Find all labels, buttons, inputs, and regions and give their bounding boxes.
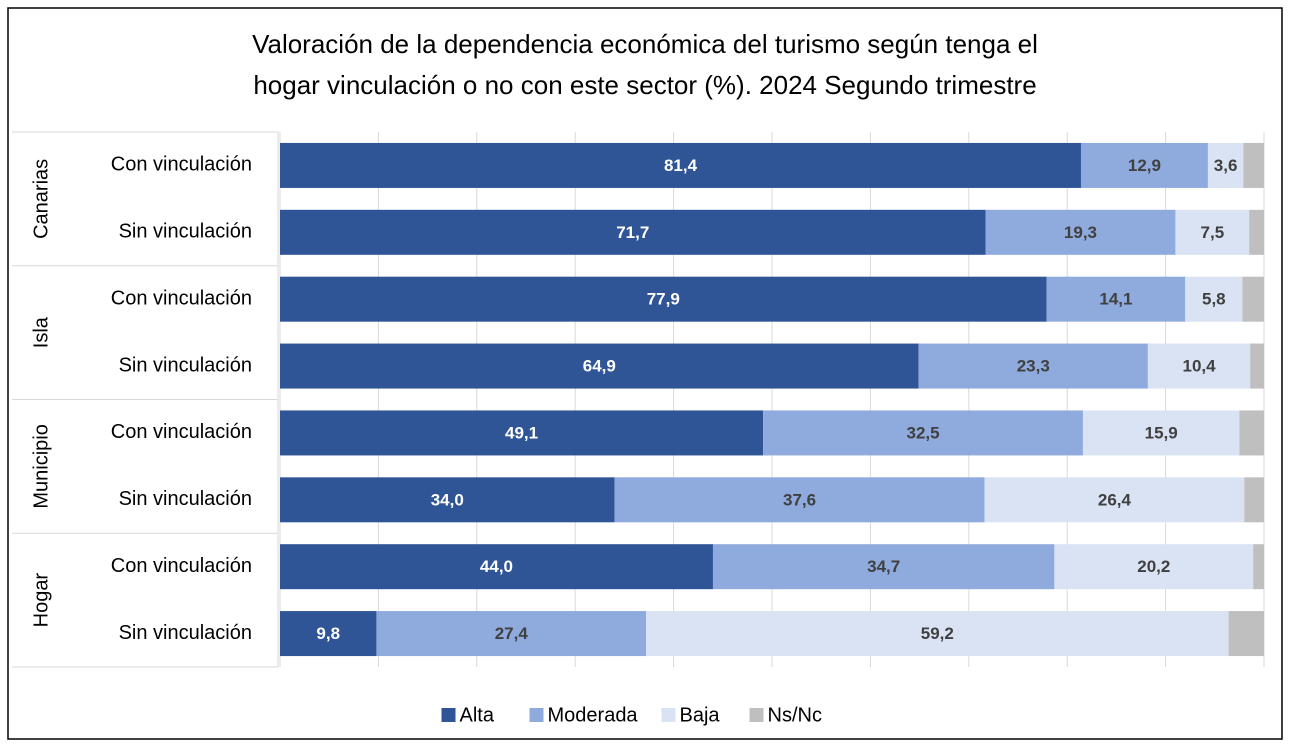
data-label: 15,9 [1145, 423, 1178, 442]
data-label: 26,4 [1098, 490, 1132, 509]
bar-segment [280, 209, 986, 255]
bar-segment [280, 410, 764, 456]
bar-segment [1054, 544, 1254, 590]
group-label: Municipio [30, 424, 52, 508]
data-label: 64,9 [583, 357, 616, 376]
y-tick-label: Con vinculación [111, 287, 252, 309]
y-tick-label: Con vinculación [111, 154, 252, 176]
bar-segment [1147, 343, 1251, 389]
chart-title: hogar vinculación o no con este sector (… [253, 70, 1036, 100]
bar-segment [1243, 142, 1264, 188]
y-tick-label: Sin vinculación [119, 221, 252, 243]
bar-segment [280, 611, 377, 657]
legend-swatch [529, 708, 544, 722]
chart-title: Valoración de la dependencia económica d… [252, 29, 1038, 59]
data-label: 19,3 [1064, 223, 1097, 242]
data-label: 37,6 [783, 490, 816, 509]
legend-label: Moderada [548, 704, 639, 726]
bar-segment [763, 410, 1083, 456]
data-label: 5,8 [1202, 290, 1226, 309]
data-label: 10,4 [1183, 357, 1217, 376]
bar-segment [1228, 611, 1264, 657]
bar-segment [712, 544, 1055, 590]
bar-segment [1250, 343, 1264, 389]
data-label: 59,2 [921, 624, 954, 643]
bar-segment [1253, 544, 1264, 590]
bar-segment [985, 209, 1176, 255]
bar-segment [280, 477, 615, 523]
data-label: 44,0 [480, 557, 513, 576]
y-tick-label: Sin vinculación [119, 488, 252, 510]
legend-swatch [749, 708, 764, 722]
bar-segment [1082, 410, 1240, 456]
bar-segment [280, 276, 1047, 322]
bar-segment [1175, 209, 1250, 255]
data-label: 14,1 [1099, 290, 1132, 309]
bar-segment [614, 477, 985, 523]
y-tick-label: Con vinculación [111, 421, 252, 443]
bar-segment [280, 142, 1081, 188]
y-tick-label: Sin vinculación [119, 622, 252, 644]
data-label: 32,5 [906, 423, 939, 442]
bar-segment [918, 343, 1148, 389]
data-label: 23,3 [1017, 357, 1050, 376]
bar-segment [1249, 209, 1264, 255]
bar-segment [984, 477, 1245, 523]
bar-segment [280, 544, 713, 590]
bar-segment [1207, 142, 1244, 188]
legend-label: Alta [460, 704, 495, 726]
bar-segment [1185, 276, 1243, 322]
data-label: 81,4 [664, 156, 698, 175]
data-label: 12,9 [1128, 156, 1161, 175]
bar-segment [1244, 477, 1264, 523]
bar-segment [376, 611, 647, 657]
y-tick-label: Sin vinculación [119, 354, 252, 376]
bar-segment [1080, 142, 1208, 188]
bar-segment [1242, 276, 1264, 322]
group-label: Canarias [30, 159, 52, 239]
legend-label: Baja [680, 704, 721, 726]
data-label: 7,5 [1201, 223, 1225, 242]
legend-swatch [441, 708, 456, 722]
data-label: 27,4 [495, 624, 529, 643]
bar-segment [280, 343, 919, 389]
bar-segment [1239, 410, 1264, 456]
legend-swatch [661, 708, 676, 722]
data-label: 20,2 [1137, 557, 1170, 576]
y-tick-label: Con vinculación [111, 555, 252, 577]
data-label: 77,9 [647, 290, 680, 309]
data-label: 9,8 [316, 624, 340, 643]
group-label: Hogar [30, 573, 52, 628]
bar-segment [1046, 276, 1186, 322]
data-label: 49,1 [505, 423, 538, 442]
data-label: 34,0 [431, 490, 464, 509]
group-label: Isla [30, 316, 52, 348]
legend-label: Ns/Nc [768, 704, 822, 726]
bar-segment [646, 611, 1229, 657]
data-label: 71,7 [616, 223, 649, 242]
data-label: 34,7 [867, 557, 900, 576]
data-label: 3,6 [1214, 156, 1238, 175]
